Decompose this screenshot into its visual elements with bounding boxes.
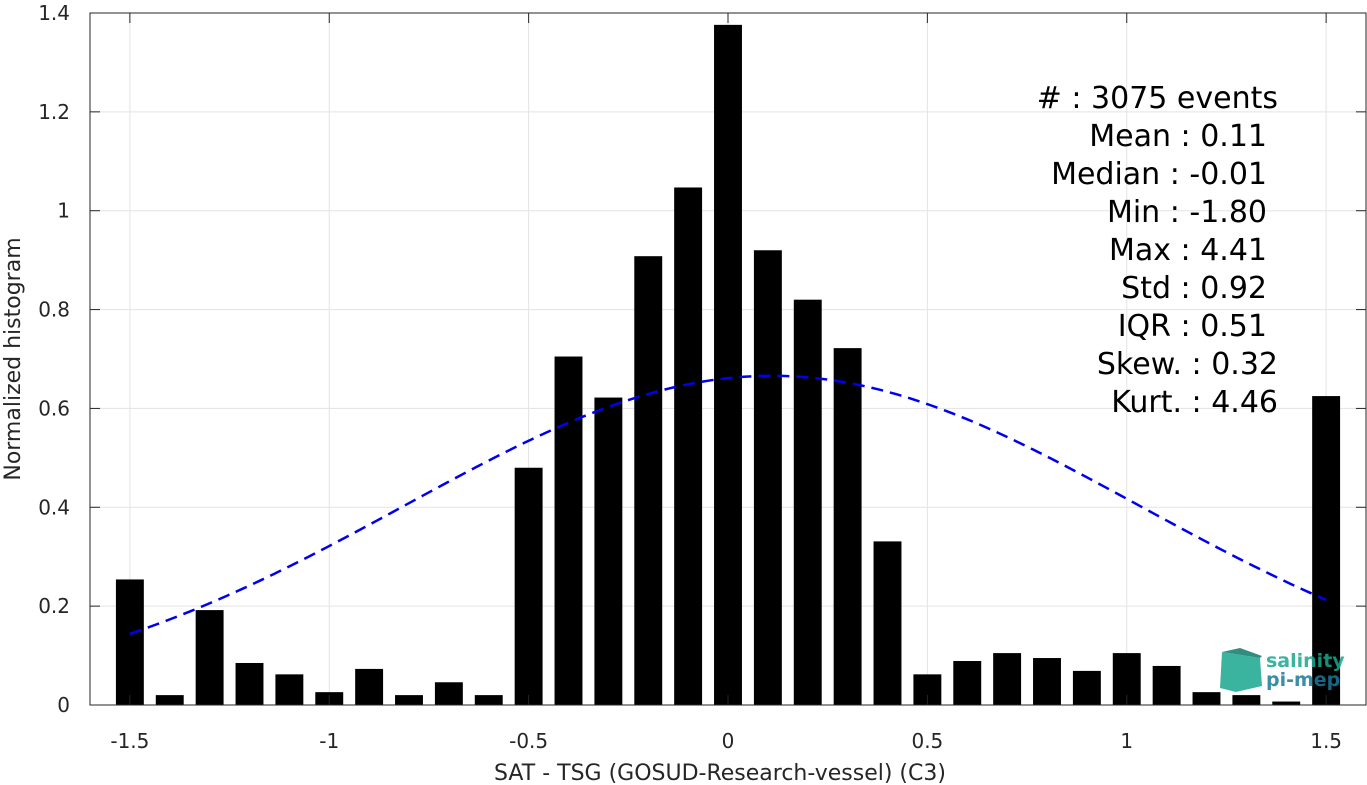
y-axis-label: Normalized histogram	[1, 237, 26, 480]
stats-median: Median : -0.01	[1051, 157, 1267, 192]
logo-line1: salinity	[1266, 650, 1345, 672]
stats-iqr: IQR : 0.51	[1118, 309, 1267, 344]
histogram-bar-17	[793, 299, 822, 705]
histogram-bar-0	[115, 579, 144, 705]
histogram-bar-12	[594, 397, 623, 705]
histogram-bar-8	[434, 682, 463, 705]
y-tick-label-1: 0.2	[38, 594, 70, 618]
histogram-bar-26	[1152, 665, 1181, 705]
y-tick-label-6: 1.2	[38, 100, 70, 124]
salinity-pimep-logo: salinity pi-mep	[1220, 648, 1345, 692]
x-tick-label-2: -0.5	[509, 729, 548, 753]
histogram-bar-6	[355, 668, 384, 705]
y-tick-label-7: 1.4	[38, 1, 70, 25]
y-tick-labels: 0 0.2 0.4 0.6 0.8 1 1.2 1.4	[38, 1, 70, 717]
histogram-bar-15	[714, 24, 742, 706]
histogram-bars	[115, 24, 1341, 706]
logo-wave-icon	[1220, 652, 1262, 692]
stats-annotation: # : 3075 events Mean : 0.11 Median : -0.…	[1037, 81, 1278, 420]
stats-mean: Mean : 0.11	[1089, 119, 1267, 154]
histogram-bar-11	[554, 356, 583, 705]
x-tick-label-4: 0.5	[911, 729, 943, 753]
histogram-bar-27	[1192, 692, 1221, 705]
histogram-bar-2	[195, 610, 224, 705]
histogram-bar-22	[993, 653, 1022, 705]
logo-line2: pi-mep	[1266, 669, 1340, 691]
x-tick-label-3: 0	[722, 729, 735, 753]
axis-ticks	[90, 12, 1366, 706]
x-tick-label-6: 1.5	[1310, 729, 1342, 753]
histogram-bar-4	[275, 674, 304, 705]
stats-events: # : 3075 events	[1037, 81, 1278, 116]
histogram-bar-29	[1272, 701, 1301, 705]
histogram-bar-3	[235, 662, 264, 705]
histogram-bar-1	[155, 695, 184, 705]
x-tick-label-5: 1	[1120, 729, 1133, 753]
histogram-bar-9	[474, 695, 503, 705]
stats-max: Max : 4.41	[1109, 233, 1267, 268]
histogram-bar-10	[514, 467, 543, 705]
x-tick-label-0: -1.5	[110, 729, 149, 753]
x-axis-label: SAT - TSG (GOSUD-Research-vessel) (C3)	[494, 761, 946, 785]
y-tick-label-3: 0.6	[38, 396, 70, 420]
histogram-bar-13	[634, 256, 663, 705]
stats-std: Std : 0.92	[1121, 271, 1267, 306]
gaussian-fit-curve	[129, 374, 1327, 635]
stats-skew: Skew. : 0.32	[1097, 347, 1278, 382]
histogram-bar-7	[395, 695, 423, 705]
histogram-bar-19	[873, 541, 902, 705]
y-tick-label-5: 1	[57, 199, 70, 223]
histogram-bar-18	[833, 348, 862, 705]
y-tick-label-0: 0	[57, 693, 70, 717]
y-tick-label-4: 0.8	[38, 298, 70, 322]
y-tick-label-2: 0.4	[38, 495, 70, 519]
logo-wave-icon-shade	[1222, 648, 1262, 658]
x-tick-labels: -1.5 -1 -0.5 0 0.5 1 1.5	[110, 729, 1342, 753]
histogram-bar-14	[674, 187, 703, 706]
histogram-bar-16	[753, 250, 782, 705]
histogram-bar-30	[1312, 396, 1341, 705]
stats-kurt: Kurt. : 4.46	[1111, 385, 1278, 420]
x-tick-label-1: -1	[319, 729, 339, 753]
stats-min: Min : -1.80	[1107, 195, 1267, 230]
histogram-bar-28	[1232, 695, 1261, 705]
histogram-bar-21	[953, 661, 982, 705]
histogram-bar-24	[1072, 670, 1101, 705]
histogram-bar-23	[1033, 658, 1061, 705]
